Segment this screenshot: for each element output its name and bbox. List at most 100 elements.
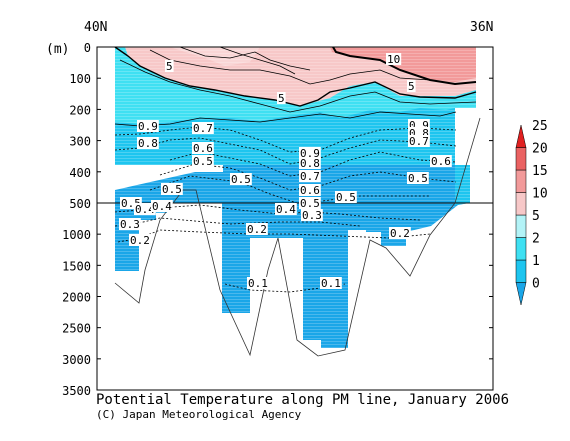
y-tick-label: 3500 bbox=[62, 384, 91, 398]
contour-label-bg bbox=[299, 157, 321, 169]
contour-label-bg bbox=[165, 60, 174, 72]
contour-label: 0.6 bbox=[431, 155, 451, 168]
contour-label: 0.5 bbox=[231, 173, 251, 186]
colorbar-segment bbox=[515, 214, 527, 238]
contour-label-bg bbox=[134, 203, 156, 215]
contour-label-bg bbox=[277, 92, 286, 104]
y-axis-ticks: 0 100 200 300 400 500 1000 1500 2000 2500 3000 3500 bbox=[62, 41, 493, 398]
y-axis-label: (m) bbox=[46, 42, 69, 57]
section-fill bbox=[97, 47, 493, 390]
contour-label: 5 bbox=[408, 80, 415, 93]
contour-label-bg bbox=[407, 80, 416, 92]
contour-label-bg bbox=[119, 218, 141, 230]
contour-label-bg bbox=[389, 227, 411, 239]
y-tick-label: 1000 bbox=[62, 228, 91, 242]
contour-5 bbox=[114, 47, 477, 107]
contour-label-bg bbox=[299, 147, 321, 159]
colorbar-label: 1 bbox=[532, 254, 540, 269]
chart-title: Potential Temperature along PM line, Jan… bbox=[96, 392, 510, 408]
contour-label-bg bbox=[407, 172, 429, 184]
contour-label: 0.1 bbox=[248, 277, 268, 290]
contour-label-bg bbox=[320, 277, 342, 289]
contour-label-bg bbox=[230, 173, 252, 185]
contour-label: 0.1 bbox=[321, 277, 341, 290]
bathymetry-line bbox=[114, 117, 481, 357]
contour-label-bg bbox=[161, 183, 183, 195]
contour-label-bg bbox=[386, 53, 402, 65]
colorbar-segment bbox=[515, 124, 527, 148]
colorbar-segment bbox=[515, 192, 527, 216]
contour-label: 0.3 bbox=[120, 218, 140, 231]
contour-label: 0.9 bbox=[138, 120, 158, 133]
contour-label: 0.2 bbox=[247, 223, 267, 236]
contour-label: 0.8 bbox=[300, 157, 320, 170]
contour-label: 0.8 bbox=[138, 137, 158, 150]
contour-label: 5 bbox=[278, 92, 285, 105]
contour-label: 0.5 bbox=[408, 172, 428, 185]
caption: Potential Temperature along PM line, Jan… bbox=[96, 392, 509, 422]
contour-label: 0.7 bbox=[193, 122, 213, 135]
contour-label: 0.6 bbox=[300, 184, 320, 197]
contour-label: 0.4 bbox=[135, 203, 155, 216]
contour-label-bg bbox=[335, 191, 357, 203]
contour-label: 0.3 bbox=[302, 209, 322, 222]
contour-label-bg bbox=[408, 135, 430, 147]
y-tick-label: 1500 bbox=[62, 259, 91, 273]
y-tick-label: 500 bbox=[69, 197, 91, 211]
colorbar-segment bbox=[515, 237, 527, 261]
contour-label: 0.5 bbox=[162, 183, 182, 196]
contour-label: 0.7 bbox=[300, 170, 320, 183]
contour-label: 0.2 bbox=[130, 234, 150, 247]
colorbar-label: 0 bbox=[532, 277, 540, 292]
contour-label: 0.2 bbox=[390, 227, 410, 240]
contour-label: 0.5 bbox=[193, 155, 213, 168]
contour-label-bg bbox=[299, 184, 321, 196]
contour-label-bg bbox=[247, 277, 269, 289]
y-tick-label: 2000 bbox=[62, 291, 91, 305]
colorbar-label: 5 bbox=[532, 209, 540, 224]
contour-label-bg bbox=[192, 155, 214, 167]
contour-label-bg bbox=[246, 223, 268, 235]
colorbar-segment bbox=[515, 169, 527, 193]
contour-label: 0.9 bbox=[300, 147, 320, 160]
contour-label-bg bbox=[137, 137, 159, 149]
contour-label-bg bbox=[430, 155, 452, 167]
y-tick-label: 100 bbox=[69, 72, 91, 86]
colorbar-label: 2 bbox=[532, 232, 540, 247]
x-left-label: 40N bbox=[84, 20, 107, 35]
y-tick-label: 2500 bbox=[62, 322, 91, 336]
colorbar-label: 15 bbox=[532, 164, 548, 179]
contour-label: 5 bbox=[166, 60, 173, 73]
contour-label-bg bbox=[275, 203, 297, 215]
colorbar-label: 25 bbox=[532, 119, 548, 134]
plot-frame bbox=[96, 46, 494, 391]
y-tick-label: 0 bbox=[84, 41, 91, 55]
contour-label-bg bbox=[301, 209, 323, 221]
contour-label-bg bbox=[151, 200, 173, 212]
contour-label: 0.5 bbox=[336, 191, 356, 204]
chart-credit: (C) Japan Meteorological Agency bbox=[96, 408, 302, 421]
x-right-label: 36N bbox=[470, 20, 493, 35]
contour-label-bg bbox=[192, 142, 214, 154]
contour-label-bg bbox=[299, 170, 321, 182]
y-tick-label: 200 bbox=[69, 103, 91, 117]
contour-label: 0.4 bbox=[276, 203, 296, 216]
colorbar-label: 20 bbox=[532, 142, 548, 157]
colorbar-segment bbox=[515, 282, 527, 306]
contour-label: 0.7 bbox=[409, 135, 429, 148]
contour-label-bg bbox=[192, 122, 214, 134]
y-tick-label: 300 bbox=[69, 135, 91, 149]
colorbar-label: 10 bbox=[532, 187, 548, 202]
contour-label-bg bbox=[137, 120, 159, 132]
contour-label-bg bbox=[299, 197, 321, 209]
colorbar-segment bbox=[515, 259, 527, 283]
contour-label-bg bbox=[129, 234, 151, 246]
contour-label: 0.4 bbox=[152, 200, 172, 213]
contour-label: 0.6 bbox=[193, 142, 213, 155]
colorbar-segment bbox=[515, 147, 527, 171]
contour-label: 10 bbox=[387, 53, 400, 66]
y-tick-label: 400 bbox=[69, 166, 91, 180]
